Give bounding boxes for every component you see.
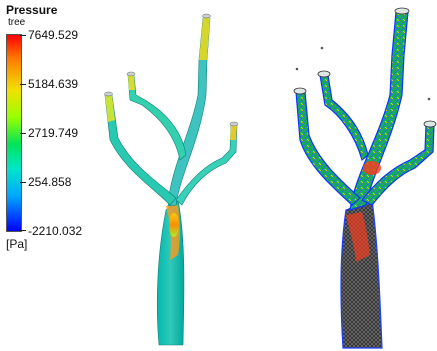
tick-label-min: -2210.032	[28, 224, 83, 238]
colorbar-tick	[20, 230, 26, 231]
legend-subtitle: tree	[8, 17, 26, 28]
right-main-stem	[349, 11, 409, 211]
colorbar-tick	[20, 35, 26, 36]
tick-label: 5184.639	[28, 77, 79, 91]
colorbar-tick	[20, 84, 26, 85]
legend-title: Pressure	[6, 3, 58, 17]
tick-label-max: 7649.529	[28, 28, 79, 42]
right-branch-left	[295, 91, 361, 206]
colorbar-tick	[20, 133, 26, 134]
colorbar-tick	[20, 182, 26, 183]
tick-label: 2719.749	[28, 126, 79, 140]
right-branch-hook	[319, 74, 369, 162]
legend-unit: [Pa]	[6, 237, 28, 251]
tick-label: 254.858	[28, 175, 72, 189]
